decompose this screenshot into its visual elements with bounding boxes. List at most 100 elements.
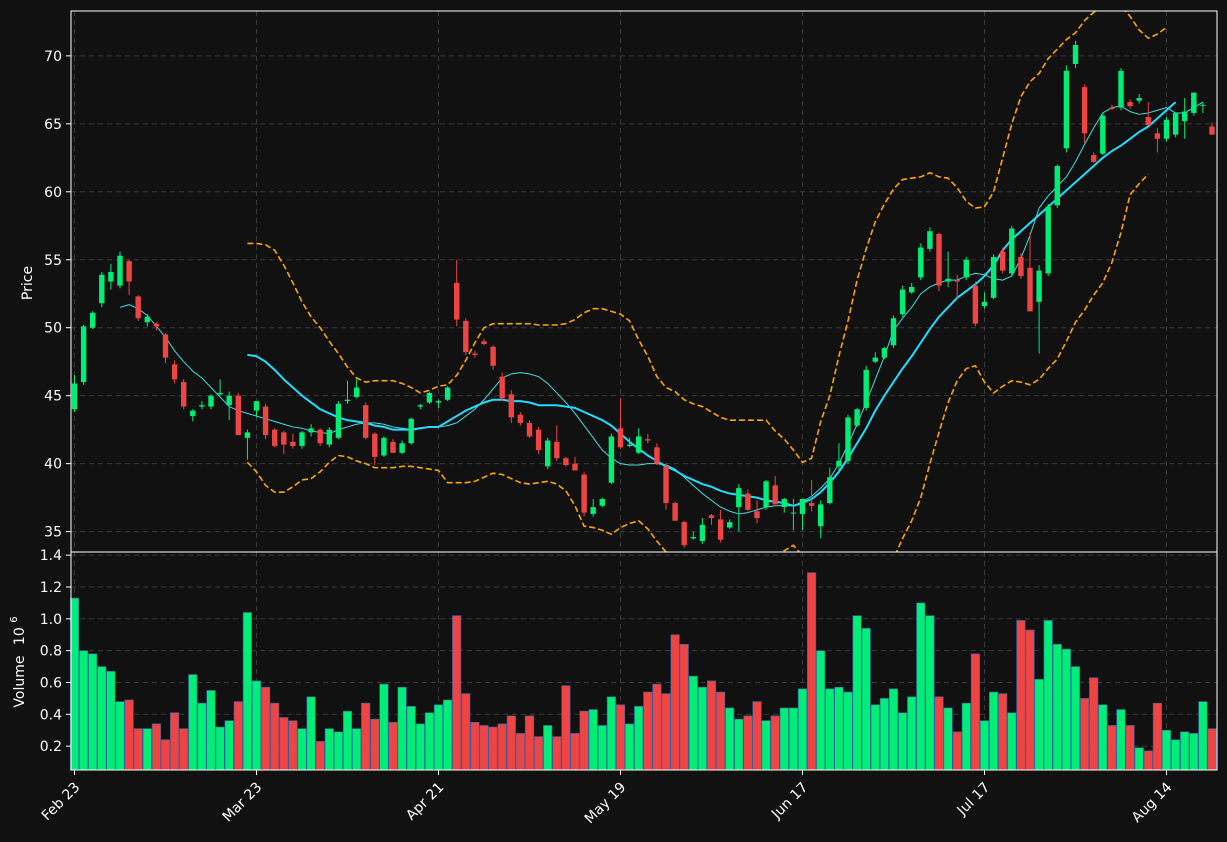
volume-bar	[1134, 747, 1144, 771]
candle-body	[972, 285, 979, 324]
volume-bar	[79, 650, 89, 771]
candle-body	[153, 323, 160, 327]
candle-body	[1145, 117, 1151, 126]
volume-bar	[306, 696, 316, 771]
volume-bar	[179, 728, 189, 771]
volume-bar	[224, 720, 234, 771]
volume-bar	[861, 628, 871, 771]
volume-bar	[734, 718, 744, 771]
volume-bar	[397, 686, 407, 771]
volume-bar	[797, 688, 808, 771]
volume-axis-label: Volume	[12, 656, 28, 708]
candle-body	[217, 392, 223, 395]
volume-bar	[1052, 643, 1062, 771]
candle-body	[80, 326, 87, 383]
candle-body	[99, 274, 105, 304]
candle-body	[1109, 107, 1115, 109]
candle-body	[599, 498, 605, 506]
volume-bar	[697, 686, 707, 771]
candle-body	[781, 498, 787, 508]
volume-bar	[925, 615, 935, 771]
volume-bar	[352, 728, 362, 771]
volume-bar	[852, 615, 862, 771]
candle-body	[772, 485, 778, 505]
volume-y-tick-label: 0.8	[40, 644, 62, 660]
price-y-tick-label: 55	[44, 253, 62, 269]
volume-bar	[1061, 648, 1071, 771]
volume-y-tick-label: 0.2	[40, 739, 62, 755]
volume-bar	[151, 723, 161, 771]
candlesticks	[71, 40, 1215, 548]
candle-body	[626, 444, 633, 446]
volume-bar	[1016, 620, 1026, 771]
volume-bar	[743, 715, 753, 771]
candle-body	[344, 399, 351, 402]
candle-body	[499, 376, 505, 399]
candle-body	[1054, 165, 1060, 206]
candle-body	[181, 382, 187, 407]
candle-body	[1081, 87, 1088, 134]
candle-body	[1209, 126, 1215, 135]
price-y-tick-label: 50	[44, 321, 62, 337]
candle-body	[572, 463, 578, 471]
volume-bar	[461, 693, 471, 771]
candle-body	[144, 316, 150, 323]
candle-body	[535, 429, 542, 451]
candle-body	[1009, 228, 1015, 274]
volume-bar	[625, 723, 635, 771]
candle-body	[454, 282, 460, 320]
volume-bar	[160, 739, 171, 771]
volume-bar	[261, 686, 271, 771]
candle-body	[71, 383, 78, 410]
volume-bar	[597, 725, 607, 771]
candle-body	[253, 401, 260, 411]
volume-bar	[470, 721, 480, 771]
volume-bar	[652, 683, 662, 771]
candle-body	[290, 441, 296, 446]
candle-body	[1063, 70, 1070, 149]
candle-body	[262, 406, 269, 436]
candle-body	[918, 247, 924, 278]
candle-body	[235, 395, 241, 436]
volume-panel-frame	[70, 551, 1218, 771]
volume-bar	[552, 736, 562, 771]
volume-bar	[825, 688, 835, 771]
candle-body	[645, 439, 651, 441]
candle-body	[399, 443, 405, 453]
volume-bar	[643, 691, 653, 771]
candle-body	[1200, 104, 1206, 106]
candle-body	[590, 507, 596, 514]
volume-bar	[115, 701, 125, 771]
volume-bar	[1025, 629, 1035, 771]
candle-body	[281, 432, 287, 445]
candle-body	[1172, 112, 1179, 135]
volume-y-axis: 0.2 0.4 0.6 0.8 1.0 1.2 1.4	[40, 548, 71, 755]
candle-body	[909, 286, 915, 293]
volume-y-tick-label: 1.2	[40, 580, 62, 596]
volume-bar	[961, 702, 971, 771]
candle-body	[708, 515, 715, 519]
volume-bar	[315, 741, 325, 771]
volume-bar	[443, 699, 453, 771]
candle-body	[608, 436, 615, 483]
candle-body	[981, 301, 988, 306]
candle-body	[990, 257, 997, 298]
candle-body	[754, 511, 760, 519]
volume-bar	[133, 728, 143, 771]
candle-body	[872, 357, 878, 362]
volume-bar	[1171, 739, 1181, 771]
volume-bar	[1080, 698, 1090, 771]
volume-bar	[843, 691, 853, 771]
volume-bar	[88, 653, 98, 771]
candle-body	[1027, 267, 1033, 312]
candle-body	[372, 433, 378, 457]
volume-bar	[188, 674, 198, 771]
candle-body	[435, 401, 442, 403]
candle-body	[836, 460, 842, 467]
volume-bar	[1034, 678, 1044, 771]
candle-body	[690, 537, 696, 539]
volume-bar	[215, 726, 225, 771]
candle-body	[308, 428, 314, 433]
volume-bar	[124, 699, 134, 771]
volume-bar	[1116, 709, 1126, 771]
